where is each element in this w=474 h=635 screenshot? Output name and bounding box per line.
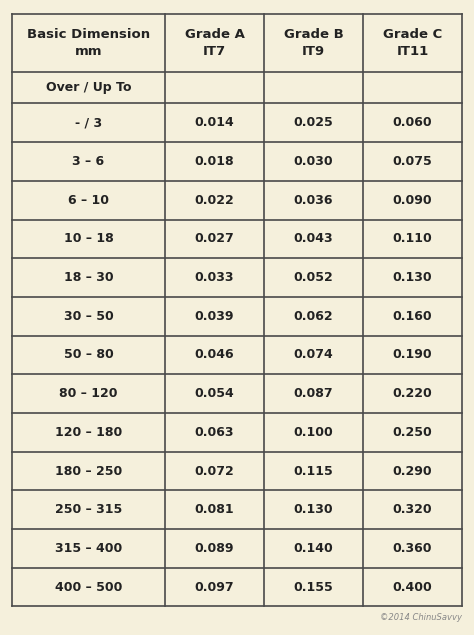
- Text: 180 – 250: 180 – 250: [55, 465, 122, 478]
- Text: 6 – 10: 6 – 10: [68, 194, 109, 206]
- Text: 3 – 6: 3 – 6: [73, 155, 104, 168]
- Text: 0.063: 0.063: [195, 426, 234, 439]
- Text: 50 – 80: 50 – 80: [64, 349, 113, 361]
- Text: 0.052: 0.052: [294, 271, 333, 284]
- Text: 0.014: 0.014: [195, 116, 234, 130]
- Text: 0.033: 0.033: [195, 271, 234, 284]
- Text: 0.030: 0.030: [294, 155, 333, 168]
- Text: 0.027: 0.027: [195, 232, 234, 245]
- Text: 0.190: 0.190: [393, 349, 432, 361]
- Text: 0.115: 0.115: [294, 465, 333, 478]
- Text: Grade A
IT7: Grade A IT7: [184, 28, 245, 58]
- Text: 0.054: 0.054: [195, 387, 234, 400]
- Text: 0.290: 0.290: [393, 465, 432, 478]
- Text: 0.081: 0.081: [195, 503, 234, 516]
- Text: 0.036: 0.036: [294, 194, 333, 206]
- Text: 0.220: 0.220: [393, 387, 432, 400]
- Text: 0.360: 0.360: [393, 542, 432, 555]
- Text: Grade C
IT11: Grade C IT11: [383, 28, 442, 58]
- Text: 0.018: 0.018: [195, 155, 234, 168]
- Text: 0.130: 0.130: [393, 271, 432, 284]
- Text: Grade B
IT9: Grade B IT9: [283, 28, 344, 58]
- Text: - / 3: - / 3: [75, 116, 102, 130]
- Text: 0.400: 0.400: [393, 580, 432, 594]
- Text: 10 – 18: 10 – 18: [64, 232, 113, 245]
- Text: 400 – 500: 400 – 500: [55, 580, 122, 594]
- Text: 0.087: 0.087: [294, 387, 333, 400]
- Text: 0.025: 0.025: [294, 116, 333, 130]
- Text: 0.075: 0.075: [393, 155, 432, 168]
- Text: 0.097: 0.097: [195, 580, 234, 594]
- Text: Basic Dimension
mm: Basic Dimension mm: [27, 28, 150, 58]
- Text: 0.046: 0.046: [195, 349, 234, 361]
- Text: Over / Up To: Over / Up To: [46, 81, 131, 94]
- Text: ©2014 ChinuSavvy: ©2014 ChinuSavvy: [380, 613, 462, 622]
- Text: 0.110: 0.110: [393, 232, 432, 245]
- Text: 0.062: 0.062: [294, 310, 333, 323]
- Text: 0.140: 0.140: [294, 542, 333, 555]
- Text: 250 – 315: 250 – 315: [55, 503, 122, 516]
- Text: 120 – 180: 120 – 180: [55, 426, 122, 439]
- Text: 0.089: 0.089: [195, 542, 234, 555]
- Text: 0.039: 0.039: [195, 310, 234, 323]
- Text: 0.155: 0.155: [294, 580, 333, 594]
- Text: 0.320: 0.320: [393, 503, 432, 516]
- Text: 30 – 50: 30 – 50: [64, 310, 113, 323]
- Text: 0.072: 0.072: [195, 465, 234, 478]
- Text: 0.130: 0.130: [294, 503, 333, 516]
- Text: 0.160: 0.160: [393, 310, 432, 323]
- Text: 0.043: 0.043: [294, 232, 333, 245]
- Text: 80 – 120: 80 – 120: [59, 387, 118, 400]
- Text: 0.100: 0.100: [294, 426, 333, 439]
- Text: 0.022: 0.022: [195, 194, 234, 206]
- Text: 0.250: 0.250: [393, 426, 432, 439]
- Text: 0.060: 0.060: [393, 116, 432, 130]
- Text: 18 – 30: 18 – 30: [64, 271, 113, 284]
- Text: 0.090: 0.090: [393, 194, 432, 206]
- Text: 0.074: 0.074: [294, 349, 333, 361]
- Text: 315 – 400: 315 – 400: [55, 542, 122, 555]
